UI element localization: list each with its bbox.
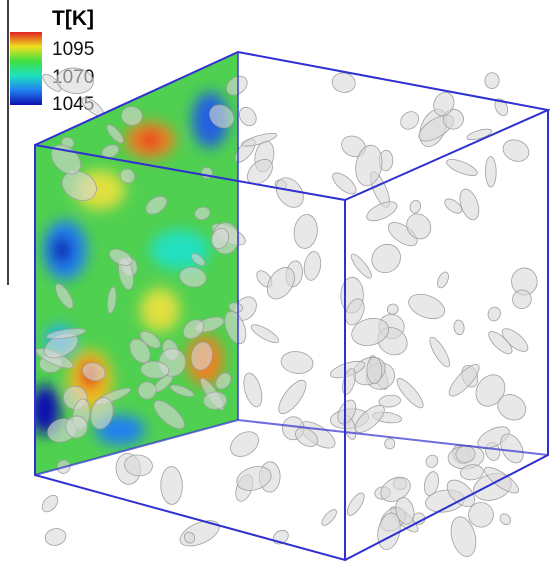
isosurface-blob bbox=[456, 187, 482, 223]
isosurface-blob bbox=[500, 136, 532, 165]
isosurface-blob bbox=[344, 490, 367, 518]
isosurface-blob bbox=[393, 375, 426, 411]
isosurface-blob bbox=[319, 507, 339, 527]
page: {"colorbar": {"title": "T[K]", "ticks": … bbox=[0, 0, 550, 562]
isosurface-blob bbox=[249, 322, 281, 346]
isosurface-blob bbox=[409, 199, 422, 214]
isosurface-blob bbox=[367, 357, 382, 384]
colorbar-title: T[K] bbox=[52, 7, 94, 30]
isosurface-blob bbox=[485, 156, 496, 187]
isosurface-blob bbox=[366, 238, 406, 278]
colorbar bbox=[10, 32, 42, 105]
isosurface-blob bbox=[485, 72, 500, 89]
isosurface-blob bbox=[329, 169, 359, 197]
isosurface-blob bbox=[39, 492, 61, 515]
isosurface-blob bbox=[226, 427, 263, 462]
isosurface-blob bbox=[138, 382, 156, 400]
isosurface-blob bbox=[292, 213, 319, 250]
isosurface-blob bbox=[160, 466, 182, 504]
isosurface-blob bbox=[383, 437, 396, 450]
isosurface-blob bbox=[424, 453, 441, 470]
isosurface-blob bbox=[240, 371, 265, 409]
isosurface-blob bbox=[302, 250, 322, 281]
isosurface-blob bbox=[274, 376, 311, 418]
isosurface-blob bbox=[426, 335, 453, 370]
isosurface-blob bbox=[348, 252, 374, 281]
isosurface-blob bbox=[236, 104, 260, 129]
isosurface-blob bbox=[405, 290, 448, 324]
visualization: T[K] 1095 1070 1045 bbox=[0, 0, 550, 562]
isosurface-blob bbox=[486, 306, 502, 323]
isosurface-blob bbox=[445, 156, 480, 179]
isosurface-blob bbox=[386, 303, 399, 316]
isosurface-blob bbox=[453, 319, 465, 335]
isosurface-blob bbox=[397, 108, 422, 133]
isosurface-blob bbox=[43, 526, 67, 547]
isosurface-blob bbox=[331, 71, 357, 94]
colorbar-label: 1095 bbox=[52, 39, 94, 60]
isosurface-blob bbox=[498, 512, 513, 527]
isosurface-blob bbox=[280, 350, 315, 376]
isosurface-blob bbox=[435, 270, 450, 289]
